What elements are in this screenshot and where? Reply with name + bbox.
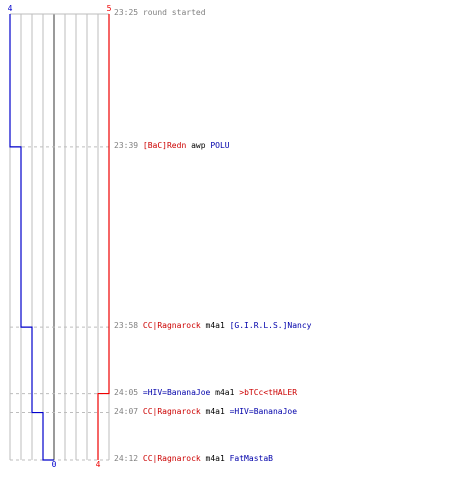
event-player: round started xyxy=(142,8,206,17)
event-player: =HIV=BananaJoe xyxy=(142,387,211,397)
red-end-count-label: 4 xyxy=(96,460,101,469)
event-weapon: m4a1 xyxy=(210,387,240,397)
team-lines xyxy=(9,14,110,461)
event-player: CC|Ragnarock xyxy=(142,321,201,331)
event-row: 23:25 round started xyxy=(114,8,206,18)
event-time: 24:12 xyxy=(114,454,143,463)
event-time: 23:39 xyxy=(114,140,143,150)
event-player: [G.I.R.L.S.]Nancy xyxy=(229,321,312,331)
event-weapon: m4a1 xyxy=(200,454,230,463)
event-row: 23:58 CC|Ragnarock m4a1 [G.I.R.L.S.]Nanc… xyxy=(114,321,312,331)
event-player: CC|Ragnarock xyxy=(142,454,201,463)
red-team-line xyxy=(97,14,110,460)
event-time: 24:05 xyxy=(114,387,143,397)
event-player: >bTCc<tHALER xyxy=(239,387,298,397)
event-player: FatMastaB xyxy=(229,454,273,463)
event-player: [BaC]Redn xyxy=(142,140,187,150)
event-row: 24:07 CC|Ragnarock m4a1 =HIV=BananaJoe xyxy=(114,407,297,417)
blue-end-count-label: 0 xyxy=(52,460,57,469)
blue-team-line xyxy=(9,14,54,461)
red-start-count-label: 5 xyxy=(107,4,112,13)
event-time: 24:07 xyxy=(114,406,143,416)
event-player: =HIV=BananaJoe xyxy=(229,406,298,416)
event-dash-lines xyxy=(10,146,112,461)
event-player: POLU xyxy=(210,140,230,150)
event-weapon: m4a1 xyxy=(200,406,230,416)
event-weapon: m4a1 xyxy=(200,321,230,331)
blue-start-count-label: 4 xyxy=(8,4,13,13)
event-time: 23:25 xyxy=(114,8,143,17)
event-row: 24:05 =HIV=BananaJoe m4a1 >bTCc<tHALER xyxy=(114,388,297,398)
event-row: 24:12 CC|Ragnarock m4a1 FatMastaB xyxy=(114,454,273,464)
event-weapon: awp xyxy=(186,140,211,150)
event-row: 23:39 [BaC]Redn awp POLU xyxy=(114,141,230,151)
axis-labels: 4 5 0 4 xyxy=(8,4,112,469)
event-time: 23:58 xyxy=(114,321,143,331)
event-player: CC|Ragnarock xyxy=(142,406,201,416)
